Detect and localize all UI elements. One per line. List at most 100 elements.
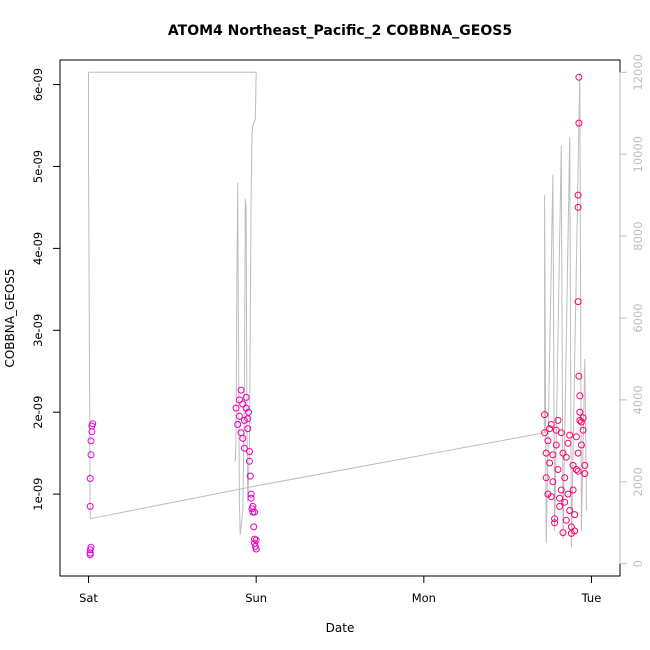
y2-tick-label: 10000 <box>631 136 645 173</box>
scatter-point <box>576 408 584 416</box>
scatter-point <box>549 478 557 486</box>
scatter-point <box>556 502 564 510</box>
scatter-point <box>574 449 582 457</box>
scatter-point <box>574 298 582 306</box>
scatter-point <box>240 444 248 452</box>
instrument-altitude-line <box>88 71 587 548</box>
scatter-point <box>246 448 253 455</box>
scatter-point <box>547 421 555 428</box>
y2-tick-label: 6000 <box>631 303 645 332</box>
scatter-point <box>546 425 554 433</box>
scatter-point <box>575 73 583 81</box>
scatter-point <box>235 396 243 404</box>
y-axis-label: COBBNA_GEOS5 <box>3 268 17 367</box>
y-tick-label: 4e-09 <box>31 232 45 265</box>
scatter-point <box>579 426 587 434</box>
y-axis-left: 1e-09 2e-09 3e-09 4e-09 5e-09 6e-09 <box>31 68 61 511</box>
scatter-point <box>554 466 562 473</box>
scatter-point <box>86 502 94 510</box>
y2-tick-label: 12000 <box>631 54 645 91</box>
scatter-point <box>559 529 567 537</box>
scatter-point <box>247 490 255 498</box>
scatter-point <box>546 459 554 467</box>
scatter-point <box>574 203 582 211</box>
scatter-point <box>549 451 557 459</box>
scatter-point <box>561 474 569 482</box>
scatter-point <box>572 466 580 473</box>
scatter-point <box>571 527 579 535</box>
scatter-point <box>87 451 95 459</box>
scatter-point <box>574 467 582 475</box>
scatter-point <box>247 494 255 502</box>
scatter-point <box>577 418 585 426</box>
x-tick-label: Mon <box>412 591 436 605</box>
scatter-point <box>569 486 577 494</box>
scatter-point <box>557 486 565 494</box>
line-series <box>88 72 587 548</box>
scatter-point <box>541 411 549 419</box>
scatter-point <box>551 519 559 527</box>
x-axis: Sat Sun Mon Tue <box>79 575 602 605</box>
y-tick-label: 1e-09 <box>31 478 45 511</box>
scatter-point <box>575 119 583 127</box>
y-tick-label: 3e-09 <box>31 314 45 347</box>
y2-tick-label: 2000 <box>631 467 645 496</box>
scatter-point <box>557 429 565 437</box>
scatter-point <box>86 551 94 559</box>
scatter-point <box>242 393 250 401</box>
scatter-point <box>237 386 245 394</box>
y-tick-label: 5e-09 <box>31 150 45 183</box>
y2-tick-label: 4000 <box>631 385 645 414</box>
scatter-point <box>245 408 253 416</box>
scatter-point <box>542 449 550 457</box>
scatter-point <box>87 437 95 445</box>
scatter-point <box>562 453 570 461</box>
scatter-point <box>542 474 550 482</box>
scatter-point <box>240 416 248 424</box>
scatter-point <box>576 392 584 400</box>
scatter-point <box>556 494 564 502</box>
y2-tick-label: 0 <box>631 560 645 567</box>
scatter-point <box>564 439 572 447</box>
scatter-point <box>541 429 549 437</box>
scatter-point <box>566 507 574 514</box>
scatter-point <box>554 416 562 424</box>
scatter-point <box>547 493 555 501</box>
scatter-point <box>246 472 254 480</box>
scatter-point <box>232 404 240 412</box>
scatter-point <box>564 490 572 498</box>
scatter-point <box>566 431 574 439</box>
y2-tick-label: 8000 <box>631 221 645 250</box>
scatter-point <box>244 425 252 433</box>
scatter-point <box>251 508 258 516</box>
scatter-point <box>235 412 243 420</box>
scatter-point <box>575 372 583 380</box>
scatter-point <box>581 461 589 469</box>
y-tick-label: 2e-09 <box>31 396 45 429</box>
scatter-point <box>252 536 260 544</box>
scatter-point <box>246 457 253 465</box>
x-axis-label: Date <box>326 621 355 635</box>
scatter-point <box>244 415 252 423</box>
plot-frame <box>59 59 621 577</box>
scatter-point <box>552 441 560 449</box>
scatter-point <box>544 437 552 445</box>
scatter-point <box>574 191 582 199</box>
scatter-point <box>234 421 242 428</box>
x-tick-label: Tue <box>581 591 602 605</box>
scatter-point <box>551 515 559 523</box>
scatter-point <box>579 414 587 422</box>
scatter-point <box>577 441 585 449</box>
y-axis-right: 0 2000 4000 6000 8000 10000 12000 <box>619 54 645 567</box>
scatter-point <box>89 420 97 428</box>
scatter-points <box>86 73 589 559</box>
scatter-point <box>581 470 589 478</box>
scatter-point <box>239 434 247 442</box>
scatter-point <box>561 498 569 506</box>
scatter-point <box>562 516 570 524</box>
scatter-point <box>252 545 260 553</box>
scatter-point <box>239 400 247 408</box>
line-series-segment <box>234 72 257 536</box>
scatter-point <box>87 543 95 551</box>
